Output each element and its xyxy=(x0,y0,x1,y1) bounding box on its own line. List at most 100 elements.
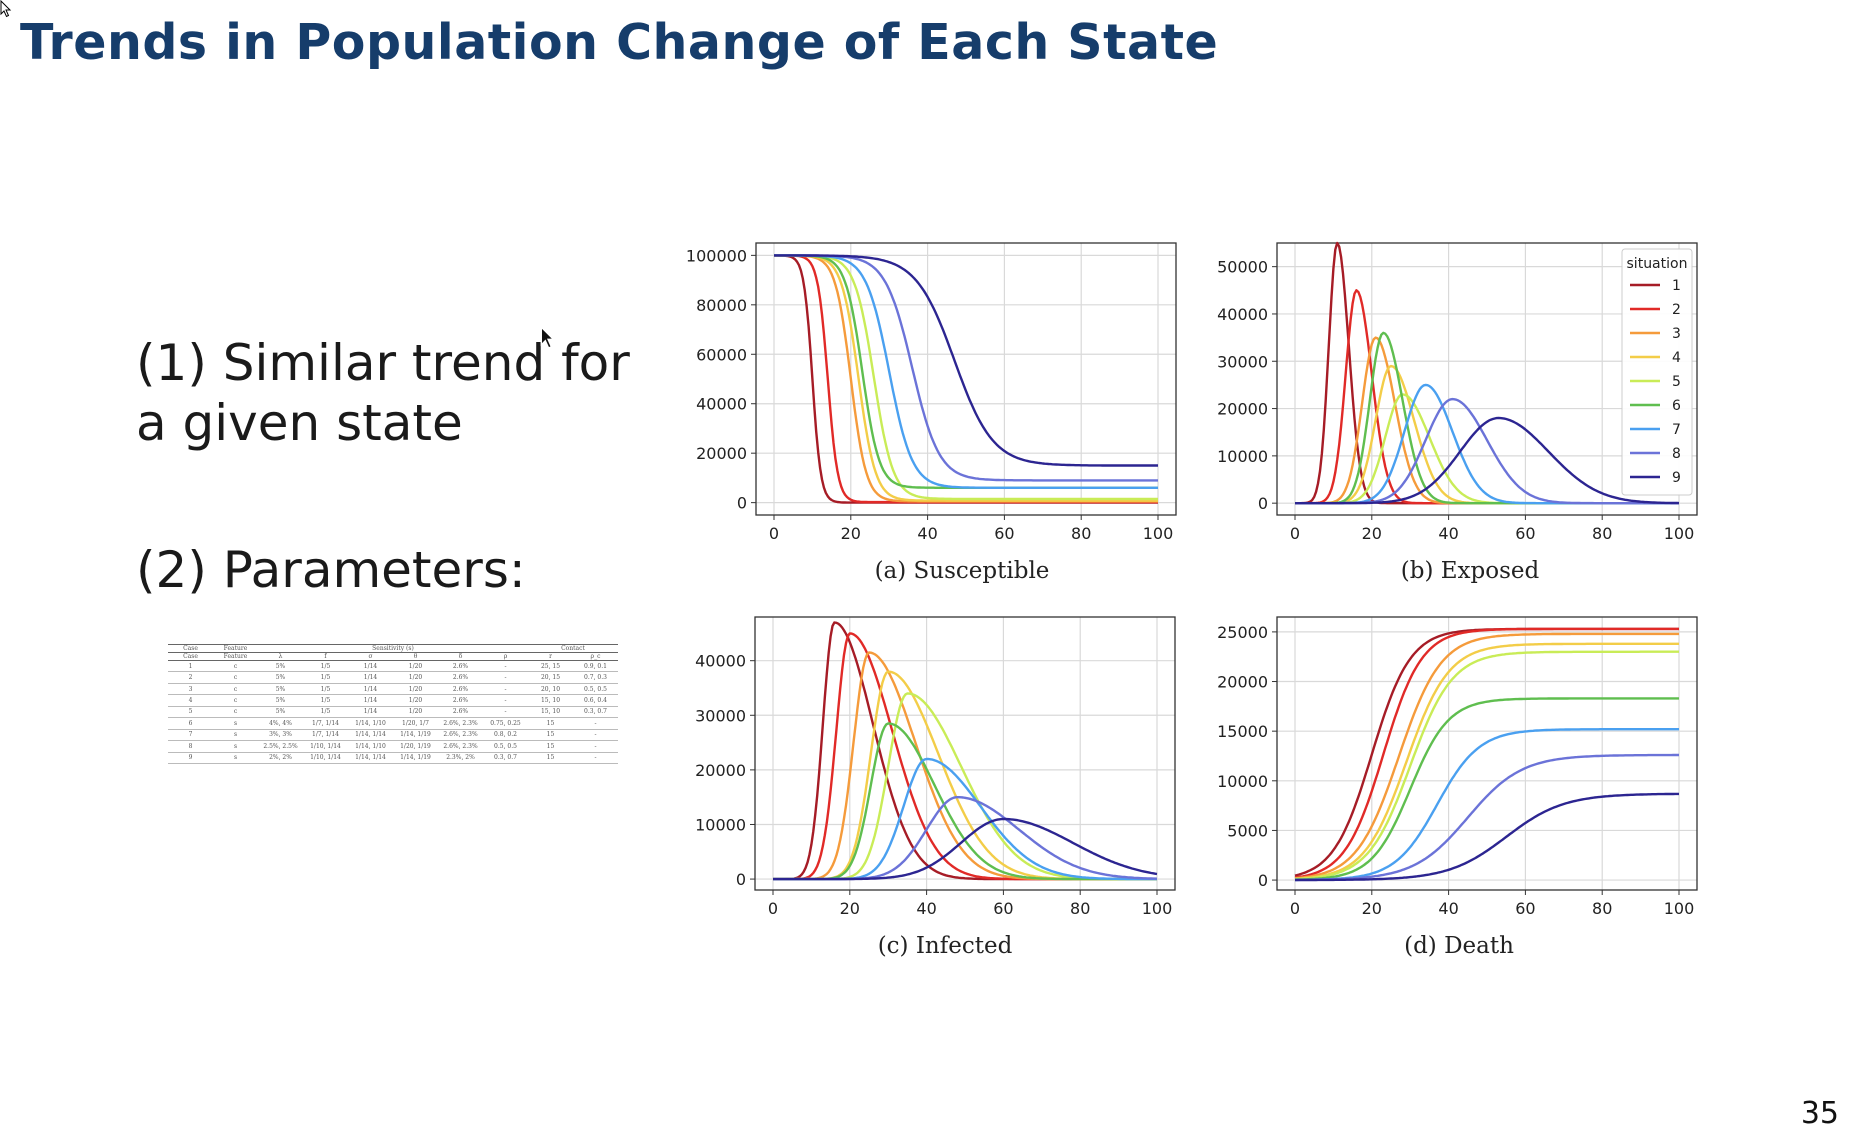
table-cell: 0.5, 0.5 xyxy=(573,683,618,696)
legend-entry: 2 xyxy=(1672,302,1681,318)
legend-box xyxy=(1621,248,1693,496)
x-tick-label: 0 xyxy=(1290,899,1300,918)
y-tick-label: 10000 xyxy=(1217,447,1268,466)
slide-title: Trends in Population Change of Each Stat… xyxy=(20,14,1219,71)
table-cell: 2.6% xyxy=(438,660,483,673)
x-tick-label: 80 xyxy=(1071,524,1091,543)
series-line-9 xyxy=(774,254,1158,467)
table-cell: s xyxy=(213,729,258,742)
table-cell: 5% xyxy=(258,683,303,696)
legend-entry: 1 xyxy=(1672,278,1681,294)
y-tick-label: 20000 xyxy=(696,444,747,463)
table-column-header: θ xyxy=(393,652,438,661)
table-cell: 1/14, 1/14 xyxy=(348,729,393,742)
table-cell: 2.6%, 2.3% xyxy=(438,729,483,742)
x-tick-label: 60 xyxy=(993,899,1013,918)
table-cell: 1/14 xyxy=(348,694,393,707)
y-tick-label: 5000 xyxy=(1227,821,1268,840)
table-cell: c xyxy=(213,683,258,696)
table-row: 6 s 4%, 4% 1/7, 1/14 1/14, 1/10 1/20, 1/7 2.6%… xyxy=(168,717,618,730)
table-cell: 3 xyxy=(168,683,213,696)
series-line-8 xyxy=(1295,753,1679,882)
table-cell: 1/14 xyxy=(348,683,393,696)
series-line-6 xyxy=(1295,331,1679,505)
table-cell: 25, 15 xyxy=(528,660,573,673)
table-cell: - xyxy=(483,706,528,719)
legend-entry: 3 xyxy=(1672,326,1681,342)
table-cell: 15, 10 xyxy=(528,694,573,707)
series-line-7 xyxy=(1295,728,1679,882)
table-cell: 0.3, 0.7 xyxy=(483,752,528,764)
table-cell: 0.6, 0.4 xyxy=(573,694,618,707)
chart-panel-2: 0 20 40 60 80 100 0 10000 20000 30000 40000 50000 si… xyxy=(1217,241,1698,584)
x-tick-label: 0 xyxy=(1290,524,1300,543)
plot-frame xyxy=(755,242,1177,516)
table-column-header: Case xyxy=(168,652,213,661)
table-column-header: r xyxy=(528,652,573,661)
mouse-cursor-icon xyxy=(0,0,12,18)
table-cell: 9 xyxy=(168,752,213,764)
table-cell: 15 xyxy=(528,717,573,730)
table-cell: - xyxy=(483,660,528,673)
table-super-header-contact: Contact xyxy=(528,644,618,653)
legend-entry: 4 xyxy=(1672,350,1681,366)
table-cell: 0.3, 0.7 xyxy=(573,706,618,719)
mouse-pointer-icon xyxy=(540,326,555,349)
table-cell: 0.5, 0.5 xyxy=(483,740,528,753)
table-cell: 1/14, 1/19 xyxy=(393,729,438,742)
table-cell: 1/7, 1/14 xyxy=(303,717,348,730)
page-number: 35 xyxy=(1800,1096,1839,1131)
x-tick-label: 80 xyxy=(1592,524,1612,543)
x-tick-label: 20 xyxy=(1362,524,1382,543)
chart-panel-4: 0 20 40 60 80 100 0 5000 10000 15000 20000 25000 (d)… xyxy=(1217,616,1698,959)
table-cell: 1/14 xyxy=(348,660,393,673)
table-cell: 2.6%, 2.3% xyxy=(438,717,483,730)
table-cell: 1/20, 1/7 xyxy=(393,717,438,730)
y-tick-label: 0 xyxy=(1258,871,1268,890)
table-cell: c xyxy=(213,671,258,684)
table-cell: 15 xyxy=(528,740,573,753)
y-tick-label: 25000 xyxy=(1217,623,1268,642)
table-cell: 1/10, 1/14 xyxy=(303,740,348,753)
x-tick-label: 100 xyxy=(1142,899,1173,918)
table-cell: 15, 10 xyxy=(528,706,573,719)
legend-entry: 5 xyxy=(1672,374,1681,390)
x-tick-label: 100 xyxy=(1143,524,1174,543)
table-cell: s xyxy=(213,752,258,764)
y-tick-label: 30000 xyxy=(695,706,746,725)
table-super-header-sensitivity: Sensitivity (s) xyxy=(258,644,528,653)
table-cell: - xyxy=(483,694,528,707)
chart-caption: (c) Infected xyxy=(878,933,1013,959)
plot-frame xyxy=(1276,242,1698,516)
table-cell: 3%, 3% xyxy=(258,729,303,742)
table-row: 7 s 3%, 3% 1/7, 1/14 1/14, 1/14 1/14, 1/19 2.6… xyxy=(168,729,618,742)
table-cell: 0.9, 0.1 xyxy=(573,660,618,673)
table-cell: 0.8, 0.2 xyxy=(483,729,528,742)
x-tick-label: 60 xyxy=(1515,524,1535,543)
y-tick-label: 80000 xyxy=(696,296,747,315)
y-tick-label: 40000 xyxy=(695,652,746,671)
table-cell: 1/14, 1/10 xyxy=(348,740,393,753)
x-tick-label: 60 xyxy=(994,524,1014,543)
legend-entry: 9 xyxy=(1672,470,1681,486)
table-cell: c xyxy=(213,706,258,719)
x-tick-label: 0 xyxy=(768,899,778,918)
table-cell: - xyxy=(483,683,528,696)
table-cell: 5% xyxy=(258,706,303,719)
series-line-7 xyxy=(774,254,1158,489)
series-line-9 xyxy=(1295,416,1680,505)
table-cell: 8 xyxy=(168,740,213,753)
table-cell: 1/14, 1/10 xyxy=(348,717,393,730)
table-cell: 1/20 xyxy=(393,660,438,673)
y-tick-label: 100000 xyxy=(686,246,747,265)
table-cell: - xyxy=(573,752,618,764)
series-line-9 xyxy=(773,817,1158,881)
table-cell: 1/14 xyxy=(348,706,393,719)
table-cell: 20, 10 xyxy=(528,683,573,696)
table-cell: 5% xyxy=(258,694,303,707)
table-cell: c xyxy=(213,694,258,707)
table-column-header: f xyxy=(303,652,348,661)
table-row: 4 c 5% 1/5 1/14 1/20 2.6% -15, 10 0.6, 0.4 xyxy=(168,694,618,707)
x-tick-label: 40 xyxy=(1438,524,1458,543)
table-cell: 2.6% xyxy=(438,694,483,707)
